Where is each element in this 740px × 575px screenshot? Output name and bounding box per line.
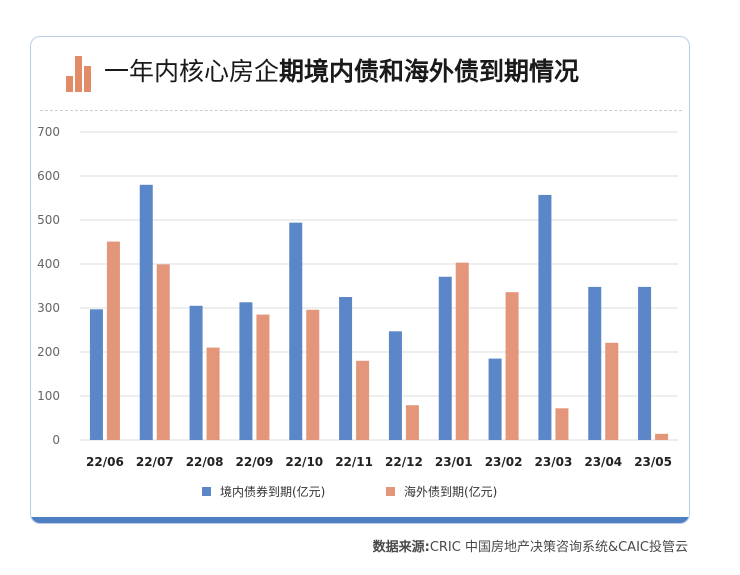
x-tick-label: 23/01 <box>435 455 473 469</box>
x-tick-label: 22/10 <box>285 455 323 469</box>
bar <box>588 286 602 440</box>
bar <box>189 305 203 440</box>
bar <box>256 314 270 440</box>
bar <box>488 358 502 440</box>
y-tick-label: 300 <box>37 301 60 315</box>
data-source: 数据来源:CRIC 中国房地产决策咨询系统&CAIC投管云 <box>373 536 688 555</box>
bar <box>638 286 652 440</box>
bar-chart: 0 100 200 300 400 500 600 700 22/06 22/07 22/08 22/… <box>37 125 678 499</box>
bar <box>139 184 153 440</box>
bar <box>455 262 469 440</box>
bar <box>605 342 619 440</box>
legend-label: 海外债到期(亿元) <box>404 484 497 499</box>
bar <box>106 241 120 440</box>
bar <box>438 276 452 440</box>
bar <box>306 309 320 440</box>
bar <box>505 292 519 440</box>
bar <box>89 309 103 440</box>
bar <box>156 264 170 440</box>
data-source-text: CRIC 中国房地产决策咨询系统&CAIC投管云 <box>429 540 688 555</box>
chart-title: 一年内核心房企期境内债和海外债到期情况 <box>104 52 579 92</box>
y-tick-label: 600 <box>37 169 60 183</box>
y-tick-label: 700 <box>37 125 60 139</box>
y-tick-label: 500 <box>37 213 60 227</box>
x-tick-label: 23/04 <box>584 455 622 469</box>
x-tick-label: 22/07 <box>136 455 174 469</box>
legend-swatch <box>202 487 211 496</box>
title-divider <box>40 110 682 111</box>
x-tick-label: 22/12 <box>385 455 423 469</box>
bar <box>206 347 220 440</box>
data-source-label: 数据来源: <box>372 540 430 555</box>
x-tick-label: 22/11 <box>335 455 373 469</box>
legend-label: 境内债券到期(亿元) <box>220 484 325 499</box>
chart-title-light: 一年内核心房企 <box>104 57 280 86</box>
y-tick-label: 0 <box>52 433 60 447</box>
bar <box>339 297 353 440</box>
x-tick-label: 22/08 <box>186 455 224 469</box>
bar <box>555 408 569 440</box>
chart-title-bold: 期境内债和海外债到期情况 <box>279 57 580 86</box>
y-tick-label: 400 <box>37 257 60 271</box>
x-tick-label: 22/06 <box>86 455 124 469</box>
x-tick-label: 22/09 <box>236 455 274 469</box>
x-tick-label: 23/05 <box>634 455 672 469</box>
bar <box>655 433 669 440</box>
bar <box>239 302 253 440</box>
y-tick-label: 100 <box>37 389 60 403</box>
bar <box>538 194 552 440</box>
y-tick-label: 200 <box>37 345 60 359</box>
legend-swatch <box>386 487 395 496</box>
bar <box>356 360 370 440</box>
card-bottom-bar <box>31 517 689 523</box>
bar-chart-icon <box>66 52 96 92</box>
x-tick-label: 23/03 <box>535 455 573 469</box>
bar <box>388 331 402 440</box>
bar <box>289 222 303 440</box>
x-tick-label: 23/02 <box>485 455 523 469</box>
bar <box>405 405 419 440</box>
